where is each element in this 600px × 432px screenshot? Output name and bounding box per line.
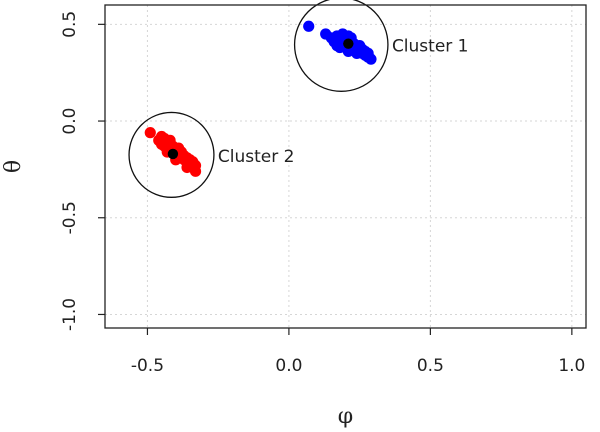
x-tick-label: -0.5 bbox=[131, 356, 164, 376]
centroid-point bbox=[343, 38, 354, 49]
y-tick-label: -1.0 bbox=[60, 298, 80, 331]
data-point bbox=[331, 40, 343, 52]
y-tick-label: 0.5 bbox=[60, 11, 80, 38]
axes: -0.5 0.0 0.5 1.0 -1.0 -0.5 0.0 0.5 bbox=[60, 11, 585, 376]
data-point bbox=[144, 127, 156, 139]
x-tick-label: 0.5 bbox=[417, 356, 444, 376]
y-tick-label: -0.5 bbox=[60, 201, 80, 234]
grid bbox=[105, 5, 586, 328]
cluster-circle bbox=[128, 111, 215, 198]
cluster-circles bbox=[128, 0, 389, 198]
plot-frame bbox=[104, 4, 587, 329]
centroid-point bbox=[167, 148, 179, 160]
centroids bbox=[167, 38, 354, 160]
data-point bbox=[303, 20, 315, 32]
cluster-label: Cluster 1 bbox=[392, 37, 469, 57]
cluster-label: Cluster 2 bbox=[218, 147, 295, 167]
data-point bbox=[365, 53, 377, 65]
data-point bbox=[181, 161, 193, 174]
x-tick-label: 1.0 bbox=[558, 356, 585, 376]
data-point bbox=[342, 30, 354, 42]
data-point bbox=[155, 138, 168, 150]
y-axis-title: θ bbox=[1, 160, 26, 173]
cluster-circle bbox=[293, 0, 389, 92]
y-tick-label: 0.0 bbox=[60, 108, 80, 135]
data-point bbox=[189, 165, 202, 177]
x-axis-title: φ bbox=[338, 404, 353, 429]
x-tick-label: 0.0 bbox=[275, 356, 302, 376]
cluster-labels: Cluster 1 Cluster 2 bbox=[218, 37, 469, 167]
